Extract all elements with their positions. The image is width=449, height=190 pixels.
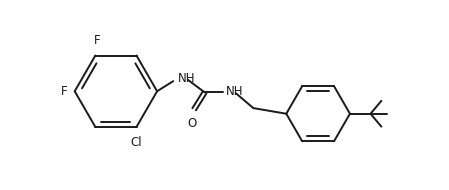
Text: NH: NH (226, 85, 243, 98)
Text: NH: NH (178, 72, 195, 85)
Text: F: F (61, 85, 67, 98)
Text: F: F (94, 34, 101, 47)
Text: Cl: Cl (131, 136, 142, 149)
Text: O: O (188, 117, 197, 130)
